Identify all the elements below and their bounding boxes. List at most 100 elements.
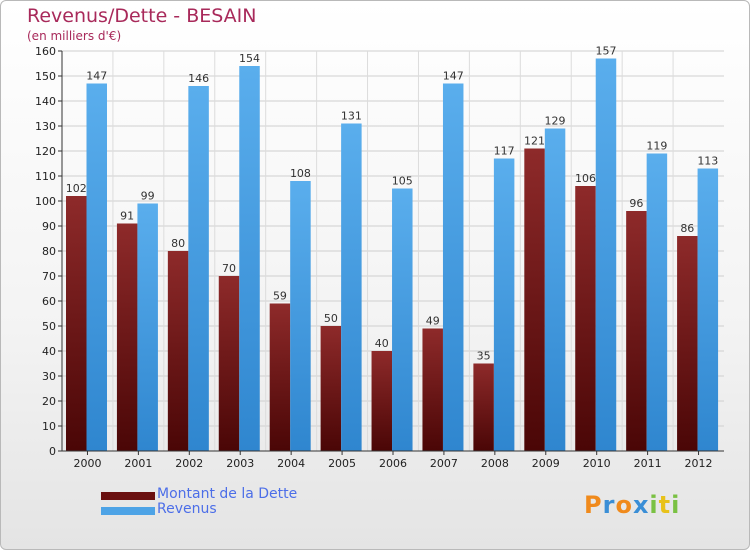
data-label-revenus: 147 [443, 70, 464, 83]
bar-revenus [341, 123, 362, 451]
bar-dette [167, 251, 189, 451]
x-tick-label: 2009 [532, 457, 560, 470]
y-tick-label: 40 [42, 345, 56, 358]
logo-letter: i [649, 491, 659, 519]
bar-revenus [442, 83, 464, 451]
data-label-dette: 86 [680, 222, 694, 235]
data-label-dette: 80 [171, 237, 185, 250]
data-label-revenus: 154 [239, 52, 260, 65]
y-tick-label: 110 [35, 170, 56, 183]
x-tick-label: 2001 [124, 457, 152, 470]
y-tick-label: 20 [42, 395, 56, 408]
proxiti-logo: Proxiti [584, 491, 680, 519]
data-label-revenus: 113 [697, 155, 718, 168]
bar-revenus [544, 128, 566, 451]
data-label-dette: 49 [426, 315, 440, 328]
chart-title: Revenus/Dette - BESAIN [27, 5, 257, 27]
y-tick-label: 50 [42, 320, 56, 333]
bar-dette [626, 211, 647, 451]
logo-letter: x [632, 491, 650, 519]
data-label-revenus: 105 [392, 175, 413, 188]
data-label-dette: 59 [273, 290, 287, 303]
data-label-revenus: 157 [595, 45, 616, 58]
bar-revenus [290, 181, 311, 451]
data-label-dette: 70 [222, 262, 236, 275]
y-tick-label: 0 [49, 445, 56, 458]
data-label-revenus: 146 [188, 72, 209, 85]
data-label-revenus: 108 [290, 167, 311, 180]
data-label-revenus: 119 [646, 140, 667, 153]
bar-dette [371, 351, 393, 451]
bar-dette [218, 276, 240, 451]
y-tick-label: 90 [42, 220, 56, 233]
data-label-dette: 106 [575, 172, 596, 185]
data-label-dette: 91 [120, 210, 134, 223]
legend-label-revenus: Revenus [157, 501, 217, 517]
bar-revenus [595, 58, 617, 451]
legend-label-dette: Montant de la Dette [157, 486, 298, 502]
data-label-revenus: 131 [341, 110, 362, 123]
y-tick-label: 60 [42, 295, 56, 308]
data-label-dette: 50 [324, 312, 338, 325]
logo-letter: i [671, 491, 681, 519]
bar-dette [320, 326, 342, 451]
data-label-revenus: 99 [141, 190, 155, 203]
bar-dette [116, 223, 138, 451]
data-label-dette: 40 [375, 337, 389, 350]
x-tick-label: 2006 [379, 457, 407, 470]
data-label-revenus: 129 [545, 115, 566, 128]
logo-letter: t [658, 491, 672, 519]
x-tick-label: 2002 [175, 457, 203, 470]
logo-letter: o [615, 491, 633, 519]
data-label-revenus: 147 [86, 70, 107, 83]
data-label-dette: 121 [524, 135, 545, 148]
x-tick-label: 2012 [685, 457, 713, 470]
x-tick-label: 2004 [277, 457, 305, 470]
bar-dette [524, 148, 545, 451]
logo-letter: r [602, 491, 616, 519]
data-label-dette: 102 [66, 182, 87, 195]
y-tick-label: 80 [42, 245, 56, 258]
y-tick-label: 100 [35, 195, 56, 208]
bar-revenus [239, 66, 260, 451]
x-tick-label: 2008 [481, 457, 509, 470]
legend-swatch-revenus [101, 507, 155, 515]
legend-swatch-dette [101, 492, 155, 500]
y-tick-label: 120 [35, 145, 56, 158]
data-label-dette: 96 [629, 197, 643, 210]
y-tick-label: 30 [42, 370, 56, 383]
bar-dette [575, 186, 596, 451]
x-tick-label: 2007 [430, 457, 458, 470]
bar-revenus [646, 153, 668, 451]
x-tick-label: 2005 [328, 457, 356, 470]
bar-revenus [137, 203, 158, 451]
chart-subtitle: (en milliers d'€) [27, 29, 122, 43]
bar-revenus [493, 158, 515, 451]
bar-revenus [697, 168, 719, 451]
y-tick-label: 140 [35, 95, 56, 108]
bar-revenus [188, 86, 209, 451]
y-tick-label: 150 [35, 70, 56, 83]
bar-dette [269, 303, 291, 451]
bar-dette [473, 363, 494, 451]
bars-layer: 102 147 91 99 80 146 70 154 59 108 50 131 40 105 49 147… [66, 45, 719, 451]
y-tick-label: 130 [35, 120, 56, 133]
y-tick-label: 10 [42, 420, 56, 433]
data-label-dette: 35 [477, 350, 491, 363]
bar-revenus [86, 83, 107, 451]
x-tick-label: 2000 [73, 457, 101, 470]
y-tick-label: 160 [35, 45, 56, 58]
bar-dette [422, 328, 443, 451]
x-tick-label: 2010 [583, 457, 611, 470]
bar-dette [66, 196, 87, 451]
bar-revenus [392, 188, 413, 451]
x-tick-label: 2003 [226, 457, 254, 470]
axis-layer: 0 10 20 30 40 50 60 70 80 90 100 110 120 130 140 150 160… [35, 45, 724, 470]
data-label-revenus: 117 [494, 145, 515, 158]
logo-letter: P [584, 491, 603, 519]
x-tick-label: 2011 [634, 457, 662, 470]
y-tick-label: 70 [42, 270, 56, 283]
bar-dette [677, 236, 698, 451]
